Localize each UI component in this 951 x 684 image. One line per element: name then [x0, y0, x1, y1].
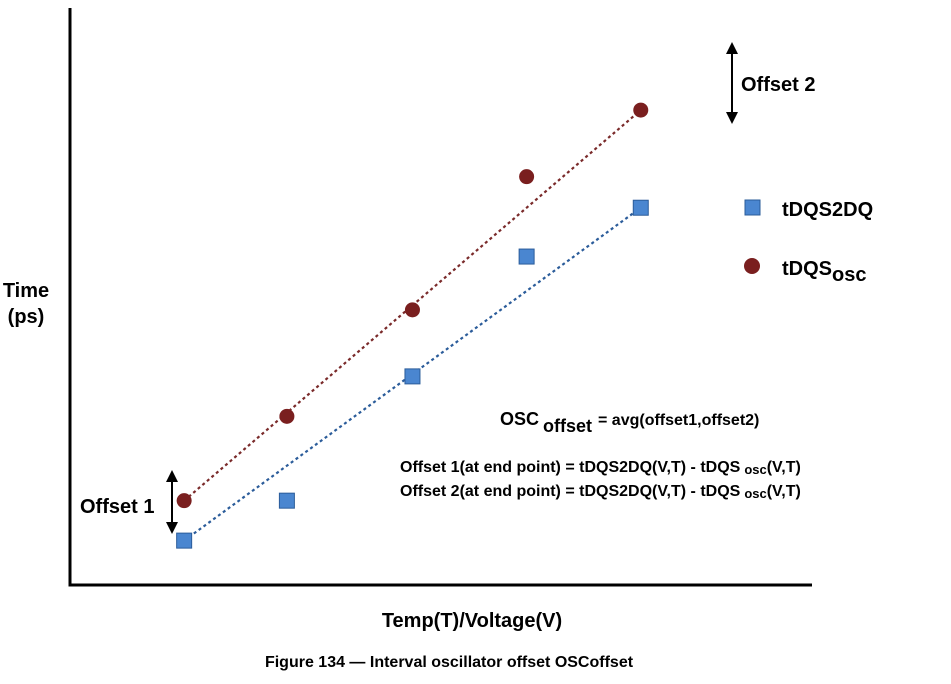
- y-axis-label-line1: Time: [3, 280, 49, 302]
- point-tdqsosc-4: [519, 169, 535, 185]
- point-tdqsosc-2: [279, 408, 295, 424]
- legend-marker-tdqs2dq: [744, 199, 761, 216]
- offset1-equation-post: (V,T): [767, 459, 801, 476]
- offset1-equation: Offset 1(at end point) = tDQS2DQ(V,T) - …: [400, 459, 801, 477]
- point-tdqs2dq-4: [518, 248, 535, 265]
- legend-label-tdqsosc-main: tDQS: [782, 258, 832, 280]
- offset2-equation-main: Offset 2(at end point) = tDQS2DQ(V,T) - …: [400, 483, 741, 500]
- trend-lines: [183, 109, 642, 542]
- legend: tDQS2DQ tDQSosc: [744, 199, 873, 286]
- offset1-equation-main: Offset 1(at end point) = tDQS2DQ(V,T) - …: [400, 459, 741, 476]
- legend-label-tdqs2dq: tDQS2DQ: [782, 199, 873, 221]
- offset2-equation: Offset 2(at end point) = tDQS2DQ(V,T) - …: [400, 483, 801, 501]
- offset2-equation-sub: osc: [744, 486, 766, 501]
- data-points: [176, 102, 649, 549]
- x-axis-label: Temp(T)/Voltage(V): [382, 610, 562, 632]
- point-tdqsosc-1: [176, 493, 192, 509]
- osc-offset-main: OSC: [500, 409, 539, 429]
- osc-offset-equation: OSC offset = avg(offset1,offset2): [500, 409, 759, 436]
- y-axis-label-line2: (ps): [8, 306, 45, 328]
- legend-label-tdqsosc-sub: osc: [832, 264, 866, 286]
- offset2-equation-post: (V,T): [767, 483, 801, 500]
- osc-offset-sub: offset: [543, 416, 592, 436]
- point-tdqs2dq-2: [278, 492, 295, 509]
- point-tdqs2dq-1: [176, 532, 193, 549]
- point-tdqsosc-5: [633, 102, 649, 118]
- point-tdqs2dq-5: [632, 199, 649, 216]
- offset1-equation-sub: osc: [744, 462, 766, 477]
- legend-label-tdqsosc: tDQSosc: [782, 258, 866, 286]
- legend-marker-tdqsosc: [744, 258, 760, 274]
- offset1-label: Offset 1: [80, 496, 154, 518]
- figure-caption: Figure 134 — Interval oscillator offset …: [265, 654, 634, 671]
- point-tdqs2dq-3: [404, 368, 421, 385]
- point-tdqsosc-3: [404, 302, 420, 318]
- offset2-label: Offset 2: [741, 74, 815, 96]
- osc-offset-rest: = avg(offset1,offset2): [598, 412, 759, 429]
